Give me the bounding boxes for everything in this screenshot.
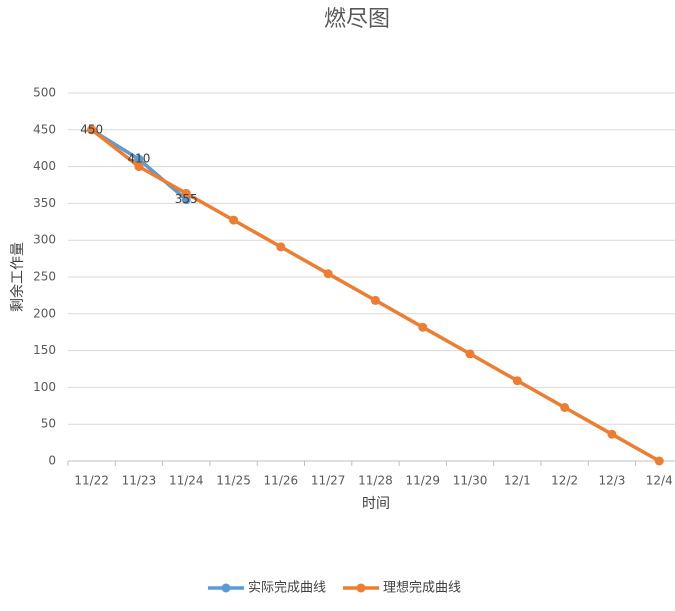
y-axis-title: 剩余工作量 xyxy=(9,242,26,312)
x-tick-label: 12/3 xyxy=(598,474,625,488)
y-tick-label: 100 xyxy=(33,380,56,394)
data-label: 410 xyxy=(127,152,150,166)
x-tick-label: 12/4 xyxy=(646,474,673,488)
y-tick-label: 350 xyxy=(33,196,56,210)
legend-marker xyxy=(356,583,366,593)
data-point xyxy=(465,349,475,359)
legend-label: 实际完成曲线 xyxy=(248,581,326,596)
series-line xyxy=(90,128,661,463)
legend-marker xyxy=(221,583,231,593)
x-tick-label: 11/28 xyxy=(358,474,393,488)
y-tick-label: 150 xyxy=(33,343,56,357)
data-label: 450 xyxy=(80,122,103,136)
y-tick-label: 0 xyxy=(48,454,56,468)
x-tick-label: 11/22 xyxy=(74,474,109,488)
data-point xyxy=(607,429,617,439)
x-tick-label: 12/1 xyxy=(504,474,531,488)
x-tick-label: 11/30 xyxy=(453,474,488,488)
chart-title: 燃尽图 xyxy=(324,7,390,32)
legend-label: 理想完成曲线 xyxy=(383,580,461,596)
y-tick-label: 500 xyxy=(33,86,56,100)
data-point xyxy=(654,456,664,466)
data-point xyxy=(229,215,239,225)
y-tick-label: 200 xyxy=(33,306,56,320)
data-point xyxy=(181,188,191,198)
x-tick-label: 11/27 xyxy=(311,474,346,488)
y-tick-label: 50 xyxy=(41,417,56,431)
data-point xyxy=(418,322,428,332)
data-point xyxy=(181,195,191,205)
y-tick-label: 250 xyxy=(33,270,56,284)
legend-item: 理想完成曲线 xyxy=(343,580,461,596)
x-axis-title: 时间 xyxy=(362,496,390,512)
data-label: 355 xyxy=(175,192,198,206)
y-tick-label: 300 xyxy=(33,233,56,247)
y-tick-label: 400 xyxy=(33,159,56,173)
x-tick-label: 11/29 xyxy=(405,474,440,488)
legend-item: 实际完成曲线 xyxy=(208,581,326,596)
data-point xyxy=(276,242,286,252)
data-point xyxy=(134,162,144,172)
data-point xyxy=(370,295,380,305)
x-tick-label: 11/26 xyxy=(264,474,299,488)
x-tick-label: 11/23 xyxy=(122,474,157,488)
data-point xyxy=(323,269,333,279)
data-point xyxy=(87,125,97,135)
data-point xyxy=(134,154,144,164)
data-point xyxy=(512,376,522,386)
x-tick-label: 12/2 xyxy=(551,474,578,488)
x-tick-label: 11/24 xyxy=(169,474,204,488)
y-tick-label: 450 xyxy=(33,122,56,136)
data-point xyxy=(560,402,570,412)
x-tick-label: 11/25 xyxy=(216,474,251,488)
